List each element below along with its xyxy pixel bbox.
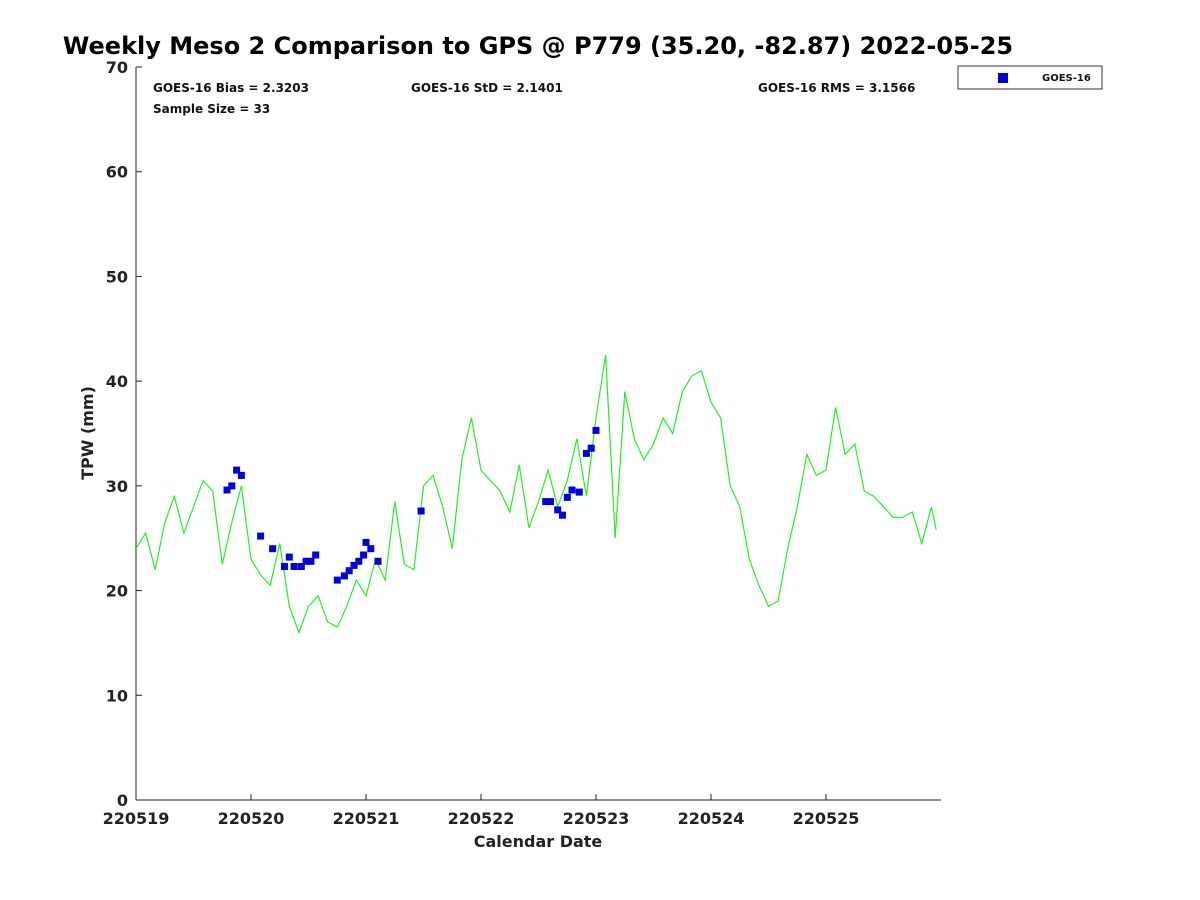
gps-tpw-line-series [135, 354, 937, 635]
chart-title: Weekly Meso 2 Comparison to GPS @ P779 (… [63, 32, 1013, 60]
goes16-point [582, 449, 590, 457]
goes16-point [345, 567, 353, 575]
y-tick-label: 30 [106, 477, 128, 496]
goes16-point [563, 493, 571, 501]
goes16-point [307, 557, 315, 565]
plot-frame [135, 67, 941, 801]
goes16-point [554, 506, 562, 514]
goes16-point [302, 557, 310, 565]
goes16-point [367, 545, 375, 553]
x-tick-label: 220525 [793, 809, 860, 828]
y-tick-label: 50 [106, 267, 128, 286]
bias-stat: GOES-16 Bias = 2.3203 [153, 81, 309, 95]
x-tick-label: 220521 [333, 809, 400, 828]
legend-label-goes16: GOES-16 [1042, 73, 1091, 84]
goes16-point [568, 486, 576, 494]
goes16-point [237, 471, 245, 479]
goes16-point [350, 561, 358, 569]
goes16-point [285, 553, 293, 561]
goes16-point [592, 426, 600, 434]
goes16-point [587, 444, 595, 452]
goes16-point [257, 532, 265, 540]
goes16-point [233, 466, 241, 474]
goes16-point [575, 488, 583, 496]
gps-tpw-line [135, 354, 937, 635]
y-axis-label: TPW (mm) [78, 386, 97, 480]
goes16-point [290, 563, 298, 570]
y-tick-label: 20 [106, 582, 128, 601]
goes16-point [374, 557, 382, 565]
sample-size-stat: Sample Size = 33 [153, 102, 270, 116]
y-axis-ticks: 0 10 20 30 40 50 60 70 [106, 58, 142, 810]
y-tick-label: 60 [106, 163, 128, 182]
goes16-point [417, 507, 425, 515]
goes16-point [547, 498, 554, 506]
legend-box [957, 65, 1103, 90]
x-axis-ticks: 220519 220520 220521 220522 220523 220524 2205… [103, 794, 860, 828]
y-tick-label: 10 [106, 686, 128, 705]
goes16-point [312, 551, 320, 559]
rms-stat: GOES-16 RMS = 3.1566 [758, 81, 915, 95]
x-axis-label: Calendar Date [474, 832, 603, 851]
goes16-point [333, 576, 341, 584]
x-tick-label: 220524 [678, 809, 745, 828]
goes16-point [269, 545, 277, 553]
goes16-point [360, 551, 368, 559]
goes16-point-series [223, 426, 600, 584]
goes16-point [223, 486, 231, 494]
goes16-point [297, 563, 305, 570]
goes16-point [362, 538, 370, 546]
x-tick-label: 220520 [218, 809, 285, 828]
goes16-point [559, 511, 566, 519]
x-tick-label: 220522 [448, 809, 515, 828]
y-tick-label: 0 [117, 791, 128, 810]
x-tick-label: 220523 [563, 809, 630, 828]
goes16-point [542, 498, 550, 506]
goes16-point [281, 563, 288, 570]
goes16-point [228, 482, 236, 490]
y-tick-label: 40 [106, 372, 128, 391]
legend: GOES-16 [957, 65, 1103, 90]
std-stat: GOES-16 StD = 2.1401 [411, 81, 563, 95]
legend-marker-goes16 [998, 73, 1008, 83]
y-tick-label: 70 [106, 58, 128, 77]
goes16-point [355, 557, 363, 565]
goes16-point [340, 572, 348, 580]
x-tick-label: 220519 [103, 809, 170, 828]
